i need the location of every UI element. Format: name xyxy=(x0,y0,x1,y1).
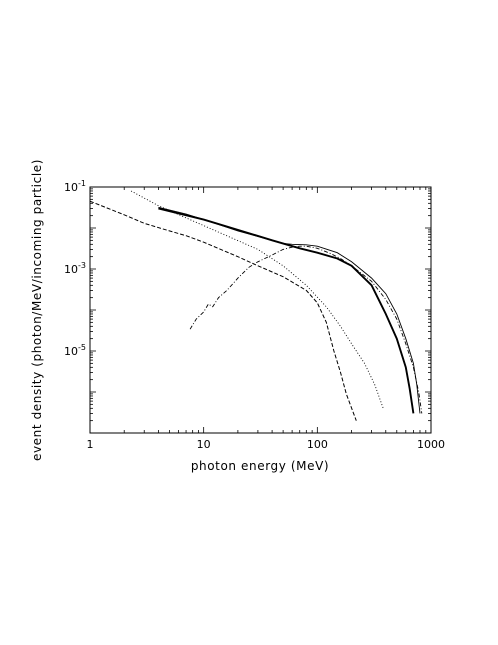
series-line-2 xyxy=(158,206,421,414)
plot-frame xyxy=(89,186,432,434)
y-tick-label: 10-3 xyxy=(64,261,86,276)
axis-ticks xyxy=(89,187,432,434)
x-tick-label: 1000 xyxy=(417,438,445,451)
series-line-3 xyxy=(130,190,384,409)
y-tick-label: 10-5 xyxy=(64,343,86,358)
series-line-5 xyxy=(189,245,423,414)
y-axis-label: event density (photon/MeV/incoming parti… xyxy=(30,159,44,461)
x-tick-label: 1 xyxy=(87,438,94,451)
data-series xyxy=(90,190,423,421)
y-tick-label: 10-1 xyxy=(64,179,86,194)
x-tick-label: 10 xyxy=(197,438,211,451)
x-axis-label: photon energy (MeV) xyxy=(191,459,329,473)
series-line-4 xyxy=(90,200,357,421)
x-tick-label: 100 xyxy=(307,438,328,451)
series-line-1 xyxy=(158,207,415,414)
tick-labels: 1 10 100 1000 10-1 10-3 10-5 xyxy=(64,179,445,451)
